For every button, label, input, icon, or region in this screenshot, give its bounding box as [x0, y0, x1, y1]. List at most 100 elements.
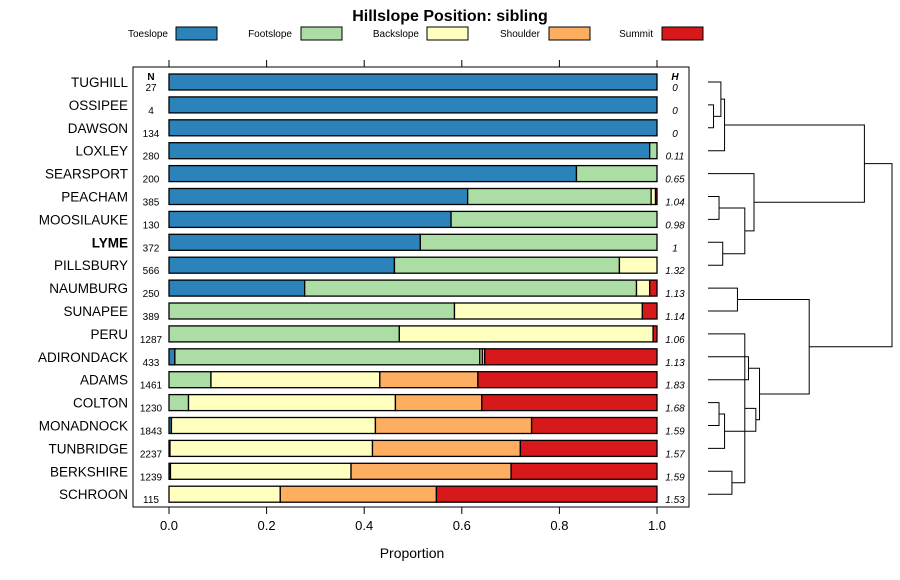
row-label-monadnock: MONADNOCK	[39, 419, 128, 434]
legend-swatch-footslope	[300, 26, 343, 41]
row-label-adams: ADAMS	[80, 373, 128, 388]
n-value-adams: 1461	[140, 381, 163, 392]
dendrogram-link-8	[708, 402, 720, 426]
dendrogram-link-13	[748, 367, 761, 421]
n-value-monadnock: 1843	[140, 427, 163, 438]
dendrogram-link-6	[708, 173, 755, 232]
n-value-peacham: 385	[143, 198, 160, 209]
n-value-lyme: 372	[143, 243, 160, 254]
dendrogram-link-1	[708, 81, 722, 117]
bar-peacham-summit	[654, 187, 658, 206]
bar-sunapee-backslope	[453, 302, 644, 320]
bar-berkshire-summit	[510, 462, 658, 480]
dendrogram-link-0	[708, 104, 715, 129]
row-label-tunbridge: TUNBRIDGE	[48, 441, 128, 456]
x-axis: 0.0 0.2 0.4 0.6 0.8 1.0	[160, 60, 666, 533]
bar-adirondack-summit	[484, 348, 658, 366]
bar-naumburg-summit	[649, 279, 658, 297]
legend-swatch-backslope	[426, 26, 469, 41]
row-label-sunapee: SUNAPEE	[63, 304, 128, 319]
h-value-tunbridge: 1.57	[665, 449, 685, 460]
bar-colton-backslope	[187, 393, 397, 412]
h-value-peacham: 1.04	[665, 198, 685, 209]
bar-peru-footslope	[168, 325, 400, 343]
bar-schroon-shoulder	[279, 485, 438, 503]
bars-group	[168, 73, 658, 503]
bar-monadnock-shoulder	[374, 416, 533, 435]
bar-peacham-backslope	[650, 187, 657, 206]
n-value-ossipee: 4	[148, 106, 154, 117]
row-label-tughill: TUGHILL	[71, 75, 129, 90]
bar-colton-footslope	[168, 393, 190, 412]
bar-berkshire-shoulder	[350, 462, 512, 480]
n-value-searsport: 200	[143, 175, 160, 186]
h-header: H	[671, 72, 679, 83]
bar-dawson-toeslope	[168, 119, 658, 137]
n-header: N	[147, 72, 154, 83]
bar-sunapee-footslope	[168, 302, 456, 320]
h-value-moosilauke: 0.98	[665, 220, 685, 231]
h-value-sunapee: 1.14	[665, 312, 685, 323]
bar-peru-backslope	[398, 325, 654, 343]
n-value-moosilauke: 130	[143, 220, 160, 231]
x-axis-title: Proportion	[380, 545, 445, 561]
bar-peacham-toeslope	[168, 187, 469, 206]
bar-naumburg-backslope	[635, 279, 651, 297]
row-labels: TUGHILL OSSIPEE DAWSON LOXLEY SEARSPORT PEACH…	[38, 75, 129, 502]
dendrogram-link-10	[708, 470, 733, 495]
bar-tunbridge-shoulder	[371, 439, 522, 458]
row-label-moosilauke: MOOSILAUKE	[39, 212, 128, 227]
dendrogram	[708, 81, 893, 495]
dendrogram-link-11	[708, 333, 746, 484]
n-value-dawson: 134	[143, 129, 160, 140]
plot-frame	[132, 66, 690, 508]
h-value-colton: 1.68	[665, 404, 685, 415]
n-value-loxley: 280	[143, 152, 160, 163]
bar-naumburg-footslope	[304, 279, 638, 297]
n-value-sunapee: 389	[143, 312, 160, 323]
row-label-dawson: DAWSON	[68, 121, 128, 136]
legend-label-footslope: Footslope	[248, 29, 292, 40]
dendrogram-link-4	[708, 241, 724, 266]
h-value-naumburg: 1.13	[665, 289, 685, 300]
bar-colton-shoulder	[394, 393, 483, 412]
row-label-adirondack: ADIRONDACK	[38, 350, 128, 365]
h-value-loxley: 0.11	[666, 152, 685, 163]
h-value-monadnock: 1.59	[665, 427, 685, 438]
bar-adirondack-footslope	[174, 348, 481, 366]
bar-adams-footslope	[168, 371, 212, 389]
row-label-ossipee: OSSIPEE	[69, 98, 128, 113]
h-value-adirondack: 1.13	[665, 358, 685, 369]
bar-schroon-summit	[435, 485, 658, 503]
h-value-ossipee: 0	[672, 106, 678, 117]
n-value-pillsbury: 566	[143, 266, 160, 277]
h-value-searsport: 0.65	[665, 175, 685, 186]
x-tick-label-1: 0.2	[258, 518, 276, 533]
n-value-schroon: 115	[143, 495, 159, 506]
bar-naumburg-toeslope	[168, 279, 306, 297]
bar-pillsbury-footslope	[393, 256, 621, 274]
bar-adams-backslope	[210, 371, 381, 389]
bar-loxley-footslope	[649, 142, 658, 160]
h-value-adams: 1.83	[665, 381, 685, 392]
bar-schroon-backslope	[168, 485, 281, 503]
bar-loxley-toeslope	[168, 142, 651, 160]
bar-tunbridge-backslope	[169, 439, 374, 458]
n-value-tughill: 27	[145, 83, 157, 94]
h-value-berkshire: 1.59	[665, 472, 685, 483]
bar-monadnock-backslope	[170, 416, 377, 435]
x-tick-label-5: 1.0	[648, 518, 666, 533]
h-value-pillsbury: 1.32	[665, 266, 685, 277]
bar-adams-shoulder	[379, 371, 479, 389]
n-value-adirondack: 433	[143, 358, 160, 369]
bar-lyme-toeslope	[168, 233, 421, 251]
bar-moosilauke-toeslope	[168, 210, 452, 229]
x-tick-label-2: 0.4	[355, 518, 373, 533]
legend-swatch-shoulder	[548, 26, 591, 41]
bar-sunapee-summit	[641, 302, 658, 320]
legend-swatch-toeslope	[175, 26, 218, 41]
dendrogram-link-17	[809, 163, 893, 348]
row-label-loxley: LOXLEY	[75, 144, 128, 159]
n-value-berkshire: 1239	[140, 472, 163, 483]
bar-adams-summit	[477, 371, 658, 389]
